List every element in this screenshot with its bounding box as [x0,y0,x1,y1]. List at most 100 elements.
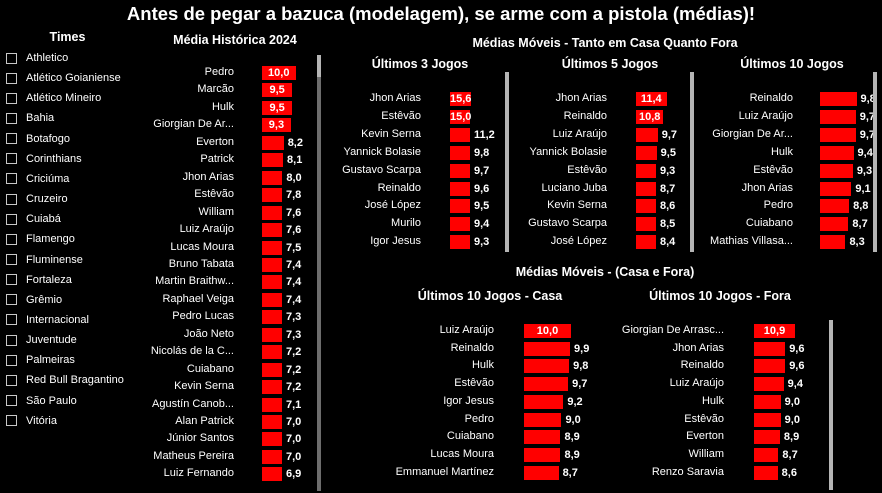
checkbox[interactable] [6,53,17,64]
bar[interactable] [524,466,559,480]
last5-chart-scrollbar-thumb[interactable] [690,72,694,252]
last3-chart-scrollbar[interactable] [505,72,509,252]
bar[interactable] [820,146,854,160]
bar[interactable] [262,328,282,342]
checkbox[interactable] [6,355,17,366]
bar[interactable] [262,363,282,377]
checkbox[interactable] [6,214,17,225]
team-filter-item[interactable]: Bahia [6,108,54,128]
bar[interactable] [450,235,470,249]
bar[interactable] [262,206,282,220]
bar[interactable] [636,182,656,196]
last10-away-chart-scrollbar-thumb[interactable] [829,320,833,490]
bar[interactable] [754,413,781,427]
bar[interactable] [262,432,282,446]
bar[interactable] [754,377,784,391]
bar[interactable] [262,118,291,132]
checkbox[interactable] [6,335,17,346]
bar[interactable] [820,164,853,178]
team-filter-item[interactable]: São Paulo [6,391,77,411]
bar[interactable] [262,83,292,97]
bar[interactable] [262,415,282,429]
bar[interactable] [524,324,571,338]
bar[interactable] [636,128,658,142]
bar[interactable] [450,146,470,160]
bar[interactable] [450,164,470,178]
bar[interactable] [820,110,856,124]
last10-chart-scrollbar-thumb[interactable] [873,72,877,252]
bar[interactable] [262,275,282,289]
bar[interactable] [262,345,282,359]
checkbox[interactable] [6,133,17,144]
team-filter-item[interactable]: Vitória [6,411,57,431]
team-filter-item[interactable]: Corinthians [6,149,82,169]
bar[interactable] [262,398,282,412]
bar[interactable] [754,359,785,373]
bar[interactable] [262,241,282,255]
checkbox[interactable] [6,173,17,184]
bar[interactable] [524,377,568,391]
bar[interactable] [820,182,851,196]
checkbox[interactable] [6,294,17,305]
bar[interactable] [450,199,470,213]
bar[interactable] [450,182,470,196]
team-filter-item[interactable]: Fortaleza [6,270,72,290]
bar[interactable] [262,450,282,464]
bar[interactable] [262,467,282,481]
bar[interactable] [262,171,282,185]
bar[interactable] [262,310,282,324]
team-filter-item[interactable]: Atlético Mineiro [6,88,101,108]
bar[interactable] [636,110,663,124]
bar[interactable] [820,199,849,213]
bar[interactable] [820,235,845,249]
team-filter-item[interactable]: Criciúma [6,169,69,189]
bar[interactable] [450,110,470,124]
bar[interactable] [636,146,657,160]
bar[interactable] [754,324,795,338]
bar[interactable] [636,199,656,213]
bar[interactable] [754,466,778,480]
checkbox[interactable] [6,234,17,245]
bar[interactable] [262,101,292,115]
bar[interactable] [524,342,570,356]
bar[interactable] [524,448,560,462]
bar[interactable] [262,293,282,307]
team-filter-item[interactable]: Botafogo [6,129,70,149]
bar[interactable] [636,92,667,106]
bar[interactable] [636,235,656,249]
bar[interactable] [820,92,857,106]
checkbox[interactable] [6,194,17,205]
bar[interactable] [450,217,470,231]
checkbox[interactable] [6,415,17,426]
bar[interactable] [262,136,284,150]
checkbox[interactable] [6,93,17,104]
bar[interactable] [524,359,569,373]
bar[interactable] [262,153,283,167]
team-filter-item[interactable]: Flamengo [6,229,75,249]
checkbox[interactable] [6,314,17,325]
bar[interactable] [524,413,561,427]
checkbox[interactable] [6,375,17,386]
historical-chart-scrollbar-thumb[interactable] [317,55,321,77]
bar[interactable] [524,395,563,409]
bar[interactable] [754,430,780,444]
bar[interactable] [450,128,470,142]
last3-chart-scrollbar-thumb[interactable] [505,72,509,252]
bar[interactable] [524,430,560,444]
checkbox[interactable] [6,274,17,285]
team-filter-item[interactable]: Fluminense [6,250,83,270]
bar[interactable] [636,217,656,231]
bar[interactable] [754,395,781,409]
bar[interactable] [262,258,282,272]
bar[interactable] [262,66,296,80]
bar[interactable] [262,380,282,394]
last5-chart-scrollbar[interactable] [690,72,694,252]
team-filter-item[interactable]: Palmeiras [6,350,75,370]
team-filter-item[interactable]: Juventude [6,330,77,350]
team-filter-item[interactable]: Athletico [6,48,68,68]
last10-chart-scrollbar[interactable] [873,72,877,252]
bar[interactable] [450,92,471,106]
bar[interactable] [820,128,856,142]
checkbox[interactable] [6,113,17,124]
team-filter-item[interactable]: Grêmio [6,290,62,310]
